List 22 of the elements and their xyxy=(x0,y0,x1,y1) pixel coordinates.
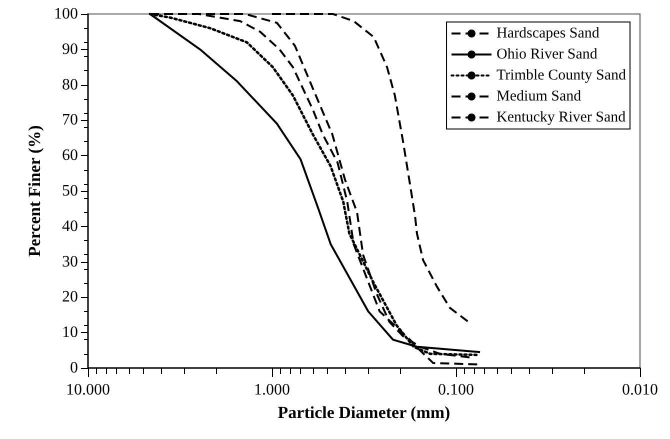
y-tick-label: 0 xyxy=(70,360,78,376)
y-tick-label: 60 xyxy=(62,147,78,164)
y-tick-label: 80 xyxy=(62,76,78,94)
y-tick-label: 100 xyxy=(54,6,78,22)
y-tick-label: 10 xyxy=(62,324,78,342)
legend-label: Medium Sand xyxy=(496,88,582,104)
y-tick-label: 50 xyxy=(62,182,78,200)
legend-label: Hardscapes Sand xyxy=(496,26,600,42)
legend-label: Ohio River Sand xyxy=(496,46,598,62)
x-axis-title: Particle Diameter (mm) xyxy=(278,403,450,422)
y-tick-label: 90 xyxy=(62,40,78,58)
legend-label: Kentucky River Sand xyxy=(496,110,626,126)
y-tick-label: 40 xyxy=(62,218,78,235)
x-tick-label: 1.000 xyxy=(254,382,290,398)
legend-label: Trimble County Sand xyxy=(496,68,626,84)
y-tick-label: 20 xyxy=(62,288,78,306)
y-axis-title: Percent Finer (%) xyxy=(25,125,44,257)
y-tick-label: 30 xyxy=(62,253,78,270)
y-tick-label: 70 xyxy=(62,112,78,129)
x-tick-label: 0.010 xyxy=(622,382,658,398)
x-tick-label: 0.100 xyxy=(438,382,474,398)
x-tick-label: 10.000 xyxy=(66,382,110,398)
